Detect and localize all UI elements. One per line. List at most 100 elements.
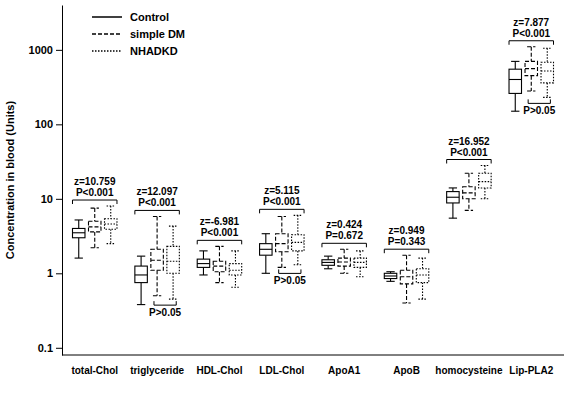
cap-high <box>278 216 286 217</box>
bracket <box>135 210 179 214</box>
median <box>541 70 553 71</box>
whisker-upper <box>297 215 298 234</box>
annotation-p: P<0.001 <box>450 147 488 158</box>
cap-high <box>75 219 83 220</box>
x-tick-label: total-Chol <box>71 365 118 376</box>
x-axis: total-CholtriglycerideHDL-CholLDL-CholAp… <box>62 355 564 376</box>
legend-item: simple DM <box>92 28 185 40</box>
cap-low <box>386 281 394 282</box>
median <box>479 181 491 182</box>
x-tick: homocysteine <box>435 365 503 376</box>
x-tick: ApoA1 <box>328 365 361 376</box>
annotation-p: P=0.672 <box>325 230 363 241</box>
whisker-upper <box>468 173 469 186</box>
cap-low <box>418 299 426 300</box>
whisker-lower <box>265 255 266 273</box>
cap-high <box>153 216 161 217</box>
box-series <box>104 48 553 299</box>
x-tick: HDL-Chol <box>196 365 242 376</box>
whisker-upper <box>141 256 142 266</box>
cap-low <box>402 302 410 303</box>
median <box>213 266 225 267</box>
cap-high <box>137 256 145 257</box>
y-tick-mark <box>56 273 62 274</box>
boxes <box>72 47 553 305</box>
y-tick-label: 1000 <box>29 44 53 56</box>
box <box>72 228 84 237</box>
median <box>447 197 459 198</box>
box <box>276 234 288 252</box>
cap-high <box>199 250 207 251</box>
cap-low <box>481 198 489 199</box>
cap-high <box>294 215 302 216</box>
cap-high <box>543 48 551 49</box>
whisker-lower <box>110 229 111 243</box>
cap-low <box>107 243 115 244</box>
annotation-z: z=12.097 <box>136 186 178 197</box>
cap-low <box>262 273 270 274</box>
box <box>447 192 459 203</box>
whisker-upper <box>344 249 345 258</box>
box <box>197 259 209 267</box>
whisker-lower <box>297 251 298 265</box>
cap-low <box>324 268 332 269</box>
y-tick-label: 1 <box>47 267 53 279</box>
x-tick-label: triglyceride <box>130 365 184 376</box>
median <box>338 261 350 262</box>
cap-high <box>324 256 332 257</box>
cap-low <box>294 264 302 265</box>
legend-label: NHADKD <box>130 45 178 57</box>
whisker-lower <box>281 252 282 268</box>
cap-low <box>356 276 364 277</box>
x-tick-label: Lip-PLA2 <box>509 365 553 376</box>
legend-item: NHADKD <box>92 45 178 57</box>
whisker-upper <box>265 234 266 244</box>
cap-low <box>511 111 519 112</box>
median <box>260 249 272 250</box>
cap-high <box>402 255 410 256</box>
y-tick-mark <box>56 199 62 200</box>
box <box>167 246 179 273</box>
whisker-upper <box>235 251 236 264</box>
whisker-upper <box>219 246 220 261</box>
legend: Controlsimple DMNHADKD <box>92 11 185 57</box>
pair-bracket <box>528 99 550 103</box>
box <box>88 221 100 232</box>
median <box>384 275 396 276</box>
annotation-p: P<0.001 <box>76 187 114 198</box>
cap-low <box>91 247 99 248</box>
whisker-upper <box>515 61 516 69</box>
legend-swatch <box>92 50 122 52</box>
y-axis-title: Concentration in blood (Units) <box>4 101 16 260</box>
box <box>151 249 163 270</box>
y-tick: 1000 <box>29 44 62 56</box>
whisker-upper <box>281 216 282 233</box>
legend-swatch <box>92 16 122 18</box>
box <box>292 235 304 251</box>
box <box>525 61 537 75</box>
x-tick-label: ApoA1 <box>328 365 361 376</box>
pair-annotation: P>0.05 <box>274 275 306 286</box>
y-tick: 1 <box>47 267 62 279</box>
bracket <box>322 243 366 247</box>
box <box>479 173 491 188</box>
median <box>354 262 366 263</box>
annotation-p: P=0.343 <box>388 236 426 247</box>
bracket <box>72 200 116 204</box>
median <box>322 262 334 263</box>
x-tick-label: homocysteine <box>435 365 503 376</box>
annotation-p: P<0.001 <box>138 197 176 208</box>
annotation-p: P<0.001 <box>512 28 550 39</box>
x-tick: ApoB <box>393 365 420 376</box>
whisker-upper <box>110 206 111 219</box>
whisker-upper <box>203 251 204 259</box>
median <box>292 242 304 243</box>
cap-low <box>215 282 223 283</box>
annotation-z: z=0.949 <box>389 225 425 236</box>
whisker-upper <box>157 216 158 249</box>
cap-high <box>449 187 457 188</box>
whisker-upper <box>484 166 485 174</box>
plot: 0.11101001000total-CholtriglycerideHDL-C… <box>29 0 564 376</box>
bracket <box>197 240 241 244</box>
whisker-upper <box>422 258 423 269</box>
